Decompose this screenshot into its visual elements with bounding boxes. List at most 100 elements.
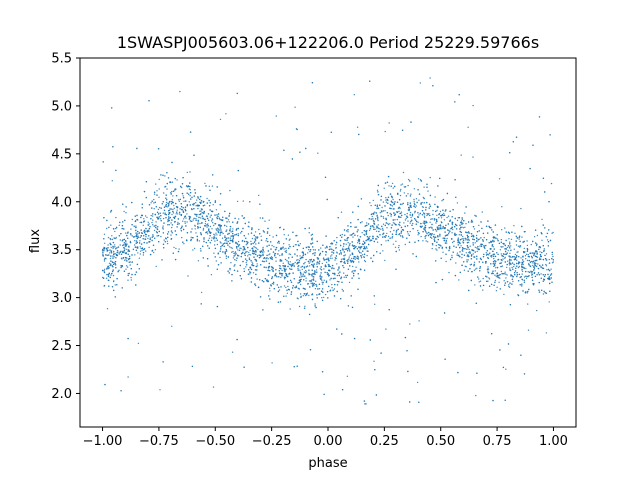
data-point <box>451 241 454 244</box>
data-point <box>476 255 478 257</box>
data-point <box>529 167 531 170</box>
data-point <box>153 193 156 195</box>
data-point <box>247 233 250 235</box>
data-point <box>405 217 407 220</box>
data-point <box>453 245 455 247</box>
data-point <box>247 241 249 244</box>
data-point <box>285 273 288 276</box>
data-point <box>503 280 505 282</box>
data-point <box>249 271 251 273</box>
data-point <box>533 266 535 268</box>
data-point <box>191 208 193 211</box>
data-point <box>185 185 188 187</box>
data-point <box>407 370 409 373</box>
data-point <box>283 243 285 245</box>
data-point <box>388 122 390 124</box>
data-point <box>449 258 452 261</box>
data-point <box>355 266 357 268</box>
data-point <box>480 237 482 239</box>
data-point <box>348 256 350 258</box>
data-point <box>249 201 251 203</box>
data-point <box>365 240 367 242</box>
data-point <box>446 216 448 219</box>
data-point <box>495 290 498 292</box>
data-point <box>195 232 197 234</box>
data-point <box>389 237 391 239</box>
data-point <box>536 309 538 312</box>
data-point <box>244 258 247 260</box>
data-point <box>363 233 365 236</box>
data-point <box>501 229 503 231</box>
data-point <box>516 265 518 267</box>
data-point <box>499 262 502 264</box>
data-point <box>117 270 120 272</box>
data-point <box>300 296 302 298</box>
data-point <box>525 253 528 255</box>
data-point <box>113 250 115 253</box>
data-point <box>548 276 550 278</box>
data-point <box>232 235 234 237</box>
data-point <box>529 252 532 254</box>
data-point <box>259 296 262 298</box>
data-point <box>216 239 218 241</box>
data-point <box>399 190 402 192</box>
data-point <box>429 205 431 207</box>
data-point <box>358 250 360 252</box>
data-point <box>124 252 127 254</box>
data-point <box>511 262 514 264</box>
data-point <box>324 176 327 178</box>
data-point <box>482 239 484 241</box>
data-point <box>401 129 404 131</box>
data-point <box>394 185 396 188</box>
data-point <box>353 247 356 250</box>
data-point <box>335 247 337 249</box>
data-point <box>237 169 239 172</box>
data-point <box>487 280 489 282</box>
data-point <box>480 243 482 245</box>
data-point <box>260 235 262 237</box>
data-point <box>358 239 361 241</box>
data-point <box>297 267 299 270</box>
data-point <box>348 244 351 246</box>
data-point <box>135 249 138 251</box>
data-point <box>354 258 356 260</box>
data-point <box>420 180 423 182</box>
data-point <box>298 261 301 263</box>
data-point <box>532 240 534 243</box>
data-point <box>192 237 194 239</box>
data-point <box>200 217 202 219</box>
data-point <box>544 254 546 257</box>
data-point <box>115 169 117 172</box>
data-point <box>173 217 176 220</box>
data-point <box>209 209 211 211</box>
data-point <box>467 270 469 272</box>
data-point <box>288 253 290 255</box>
data-point <box>460 234 462 236</box>
data-point <box>518 235 521 237</box>
data-point <box>422 196 424 199</box>
data-point <box>292 272 294 274</box>
data-point <box>391 235 394 238</box>
data-point <box>269 290 271 292</box>
data-point <box>531 271 534 273</box>
data-point <box>400 184 402 186</box>
data-point <box>153 225 155 227</box>
data-point <box>379 204 381 206</box>
data-point <box>175 213 177 215</box>
data-point <box>454 226 456 228</box>
data-point <box>426 186 428 188</box>
data-point <box>434 196 436 198</box>
data-point <box>263 266 265 268</box>
data-point <box>110 250 112 253</box>
data-point <box>341 233 343 236</box>
data-point <box>372 212 375 214</box>
data-point <box>138 242 141 244</box>
data-point <box>246 242 249 245</box>
data-point <box>502 366 505 369</box>
data-point <box>390 207 392 210</box>
data-point <box>210 239 213 242</box>
data-point <box>109 257 112 260</box>
data-point <box>506 281 509 283</box>
data-point <box>191 228 193 230</box>
data-point <box>284 264 286 267</box>
